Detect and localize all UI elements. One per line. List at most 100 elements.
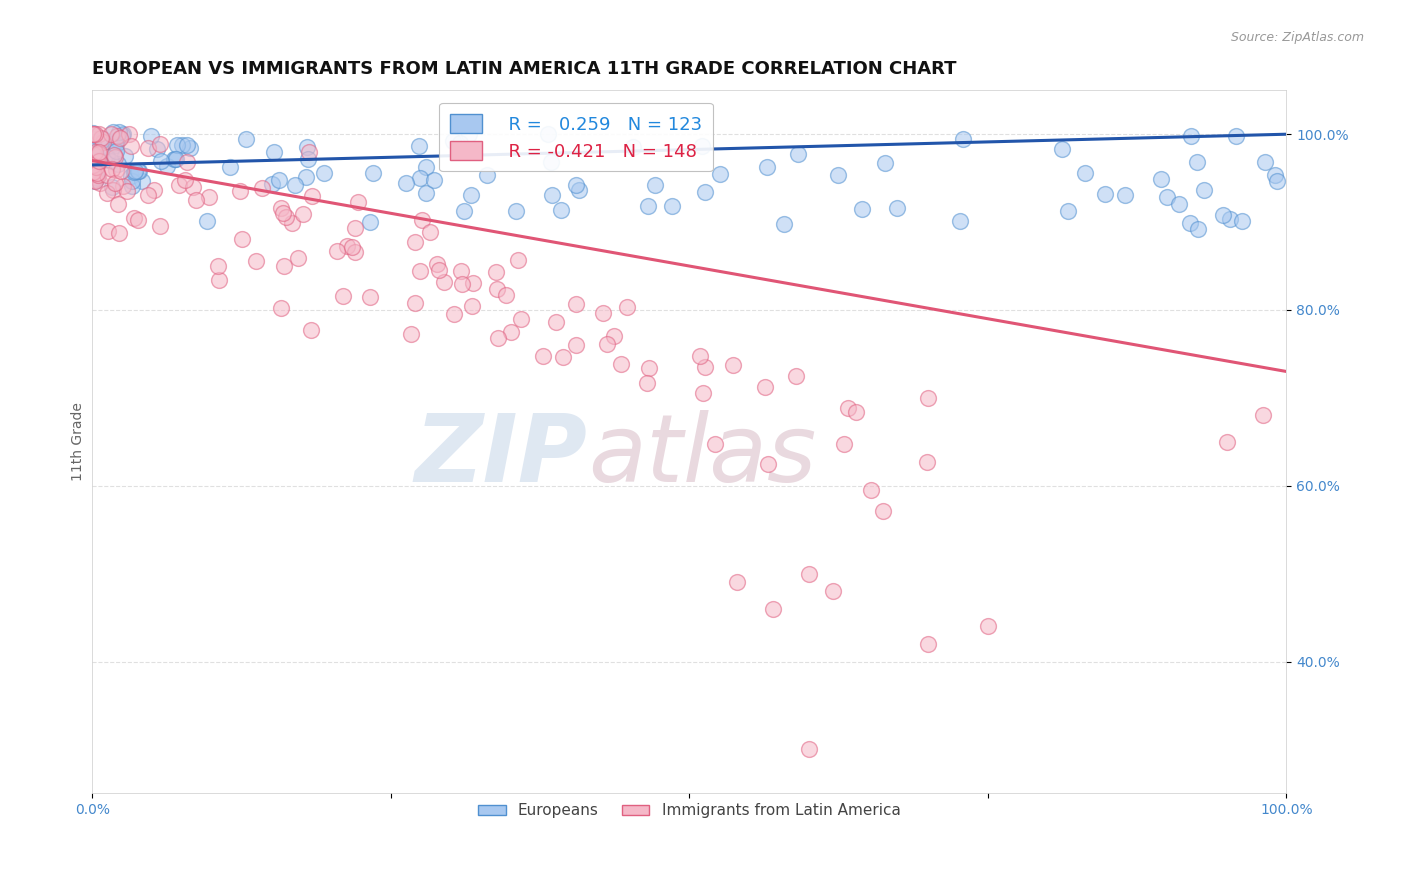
Point <box>1254 155 1277 169</box>
Point <box>461 299 484 313</box>
Point <box>426 257 449 271</box>
Point <box>97 224 120 238</box>
Point <box>1251 409 1274 423</box>
Point <box>638 361 661 376</box>
Point <box>86 166 108 180</box>
Point <box>82 127 104 141</box>
Point <box>115 184 138 198</box>
Point <box>347 194 370 209</box>
Point <box>537 127 560 141</box>
Point <box>709 167 731 181</box>
Point <box>592 306 614 320</box>
Point <box>89 153 111 167</box>
Point <box>695 185 717 199</box>
Point <box>170 137 193 152</box>
Point <box>149 153 172 168</box>
Point <box>301 189 323 203</box>
Point <box>105 144 128 158</box>
Point <box>82 165 104 179</box>
Point <box>195 214 218 228</box>
Point <box>270 201 292 215</box>
Point <box>121 174 143 188</box>
Point <box>105 138 128 153</box>
Point <box>86 156 108 170</box>
Point <box>100 127 122 141</box>
Point <box>1114 187 1136 202</box>
Point <box>637 199 659 213</box>
Point <box>86 160 108 174</box>
Point <box>336 238 359 252</box>
Point <box>156 159 179 173</box>
Point <box>917 637 939 651</box>
Point <box>787 146 810 161</box>
Point <box>832 436 855 450</box>
Point <box>167 178 190 193</box>
Point <box>395 176 418 190</box>
Point <box>495 288 517 302</box>
Text: ZIP: ZIP <box>415 409 588 502</box>
Point <box>82 143 104 157</box>
Point <box>661 199 683 213</box>
Point <box>1216 434 1239 449</box>
Point <box>179 141 201 155</box>
Point <box>411 213 433 227</box>
Point <box>82 146 104 161</box>
Point <box>127 213 149 227</box>
Point <box>499 326 522 340</box>
Point <box>344 244 367 259</box>
Point <box>797 566 820 581</box>
Point <box>486 282 509 296</box>
Point <box>773 217 796 231</box>
Point <box>1180 216 1202 230</box>
Point <box>415 161 437 175</box>
Point <box>111 128 134 142</box>
Point <box>845 405 868 419</box>
Point <box>1187 155 1209 169</box>
Point <box>510 312 533 326</box>
Point <box>173 173 195 187</box>
Point <box>262 177 284 191</box>
Point <box>363 166 385 180</box>
Point <box>107 157 129 171</box>
Point <box>84 145 107 159</box>
Point <box>917 455 939 469</box>
Point <box>827 168 849 182</box>
Point <box>82 127 104 141</box>
Point <box>82 132 104 146</box>
Point <box>565 338 588 352</box>
Point <box>443 307 465 321</box>
Point <box>84 174 107 188</box>
Point <box>100 179 122 194</box>
Point <box>837 401 859 415</box>
Point <box>270 301 292 316</box>
Point <box>197 190 219 204</box>
Point <box>82 142 104 156</box>
Point <box>886 201 908 215</box>
Point <box>122 165 145 179</box>
Point <box>1219 211 1241 226</box>
Point <box>121 179 143 194</box>
Point <box>299 322 322 336</box>
Point <box>176 155 198 169</box>
Point <box>82 164 104 178</box>
Point <box>82 135 104 149</box>
Point <box>449 136 471 150</box>
Point <box>87 168 110 182</box>
Point <box>131 174 153 188</box>
Point <box>89 151 111 165</box>
Point <box>82 162 104 177</box>
Point <box>107 125 129 139</box>
Point <box>114 149 136 163</box>
Point <box>952 132 974 146</box>
Point <box>427 263 450 277</box>
Point <box>565 296 588 310</box>
Point <box>399 327 422 342</box>
Point <box>111 127 134 141</box>
Point <box>1074 166 1097 180</box>
Point <box>128 163 150 178</box>
Point <box>83 174 105 188</box>
Point <box>235 132 257 146</box>
Point <box>269 172 291 186</box>
Point <box>636 376 658 390</box>
Point <box>359 290 381 304</box>
